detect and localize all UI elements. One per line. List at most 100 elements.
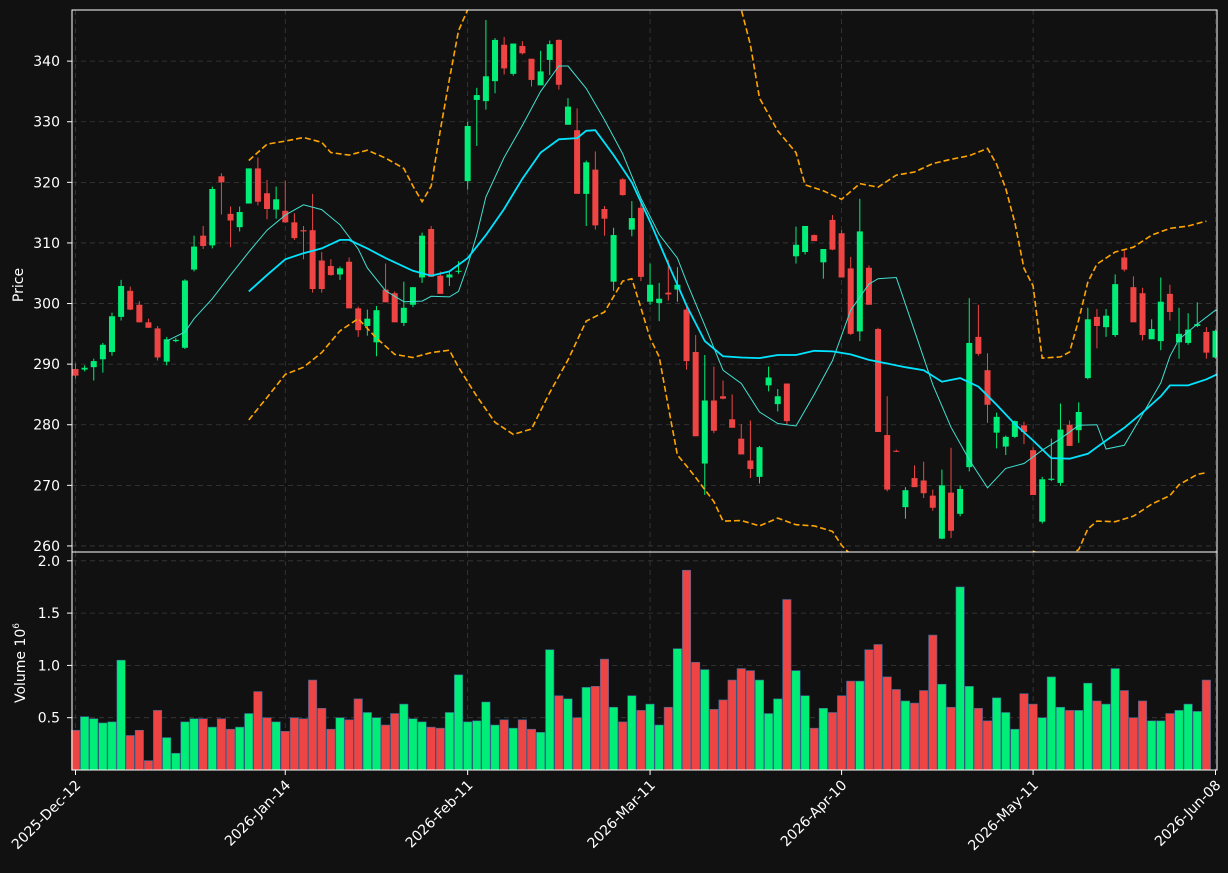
candle-body: [1048, 478, 1055, 480]
candle-body: [318, 260, 325, 289]
candle-body: [99, 344, 106, 360]
volume-bar: [992, 697, 1002, 771]
candle-body: [409, 287, 416, 305]
volume-bar: [1092, 700, 1102, 771]
volume-bar: [526, 728, 536, 771]
candle-body: [391, 293, 398, 323]
candle-body: [802, 225, 809, 253]
volume-bar: [472, 720, 482, 771]
candle-body: [893, 450, 900, 452]
candle-body: [993, 416, 1000, 433]
volume-bar: [353, 698, 363, 771]
volume-bar: [928, 634, 938, 771]
volume-bar: [627, 695, 637, 771]
volume-bar: [1119, 690, 1129, 771]
candle-body: [692, 352, 699, 437]
volume-bar: [426, 726, 436, 771]
candle-body: [382, 289, 389, 303]
volume-bar: [827, 712, 837, 771]
volume-bar: [654, 724, 664, 771]
volume-bar: [919, 690, 929, 771]
lower-band-line: [248, 277, 1207, 552]
volume-exponent-power: 6: [12, 623, 22, 629]
volume-bar: [736, 668, 746, 771]
candle-body: [291, 222, 298, 239]
candle-body: [1194, 324, 1201, 326]
candle-body: [674, 284, 681, 290]
candle-body: [546, 44, 553, 60]
candle-body: [938, 485, 945, 539]
candle-body: [683, 309, 690, 362]
candle-body: [1011, 421, 1018, 437]
volume-bar: [1010, 728, 1020, 771]
volume-bar: [262, 717, 272, 771]
volume-bar: [362, 712, 372, 771]
candle-body: [1112, 284, 1119, 336]
volume-bar: [754, 679, 764, 771]
volume-bar: [189, 718, 199, 771]
candle-body: [1185, 329, 1192, 343]
volume-bar: [180, 721, 190, 771]
candle-body: [637, 207, 644, 277]
volume-bar: [636, 710, 646, 771]
volume-tick-label: 0.5: [38, 711, 60, 727]
volume-tick-label: 2.0: [38, 554, 60, 570]
candle-body: [610, 235, 617, 282]
candle-body: [172, 339, 179, 342]
volume-bar: [1055, 706, 1065, 771]
price-tick-label: 260: [33, 539, 60, 555]
candle-body: [829, 219, 836, 250]
candle-body: [1039, 479, 1046, 522]
candle-body: [437, 275, 444, 294]
volume-bar: [435, 727, 445, 771]
volume-axis-label-text: Volume: [13, 651, 29, 703]
volume-bar: [1183, 703, 1193, 771]
candle-body: [455, 270, 462, 272]
candle-body: [136, 304, 143, 323]
candle-body: [72, 368, 79, 376]
candle-body: [154, 328, 161, 358]
volume-bar: [1174, 710, 1184, 771]
volume-bar: [308, 679, 318, 771]
volume-bar: [672, 648, 682, 771]
candle-body: [601, 209, 608, 219]
candle-body: [1002, 436, 1009, 447]
volume-bar: [89, 718, 99, 771]
volume-bar: [317, 707, 327, 771]
candle-body: [975, 336, 982, 354]
candle-body: [738, 438, 745, 455]
candle-body: [373, 310, 380, 343]
upper-band-line: [248, 10, 1207, 359]
candle-body: [1130, 287, 1137, 323]
candle-body: [783, 383, 790, 422]
candle-body: [227, 213, 234, 221]
candle-body: [656, 298, 663, 303]
candle-body: [1139, 293, 1146, 336]
candle-body: [966, 342, 973, 468]
candle-body: [564, 106, 571, 125]
candle-body: [464, 125, 471, 182]
volume-bar: [791, 670, 801, 771]
volume-bar: [417, 721, 427, 771]
volume-bar: [937, 683, 947, 771]
price-tick-label: 270: [33, 478, 60, 494]
candle-body: [948, 492, 955, 531]
volume-bar: [1019, 693, 1029, 771]
candle-body: [264, 193, 271, 210]
volume-panel: [71, 569, 1211, 771]
volume-bar: [536, 732, 546, 771]
volume-bar: [745, 670, 755, 771]
volume-bar: [1001, 712, 1011, 771]
volume-exponent-base: 10: [13, 629, 29, 647]
volume-bar: [846, 680, 856, 771]
volume-tick-label: 1.0: [38, 658, 60, 674]
candle-body: [583, 162, 590, 194]
candle-body: [811, 235, 818, 242]
volume-bar: [162, 737, 172, 771]
candle-body: [400, 307, 407, 323]
volume-bar: [973, 707, 983, 771]
volume-bar: [891, 689, 901, 771]
volume-bar: [1046, 676, 1056, 771]
price-tick-label: 310: [33, 236, 60, 252]
